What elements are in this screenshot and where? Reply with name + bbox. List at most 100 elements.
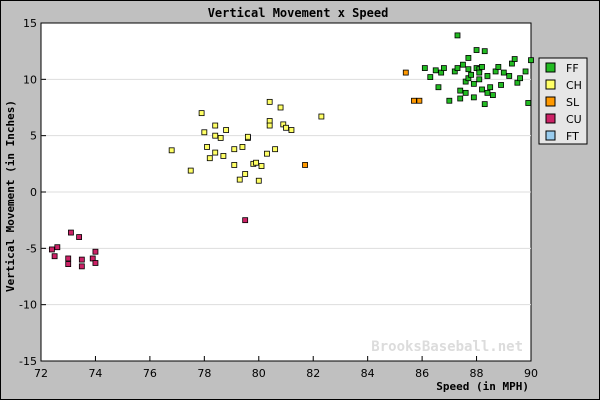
y-tick-label: 10: [23, 73, 37, 86]
data-point-ch: [255, 177, 262, 184]
series-sl: [302, 69, 423, 168]
data-point-sl: [411, 97, 417, 104]
data-point-ff: [432, 67, 439, 74]
data-point-cu: [78, 256, 85, 263]
data-point-cu: [76, 234, 83, 240]
data-point-ff: [511, 56, 518, 62]
data-point-ff: [484, 73, 491, 79]
data-point-ff: [528, 57, 534, 64]
data-point-ff: [440, 65, 447, 71]
legend-swatch-ch: [545, 79, 556, 90]
x-tick-label: 74: [88, 367, 102, 380]
data-point-ch: [198, 110, 205, 117]
data-point-cu: [65, 261, 72, 268]
data-point-ch: [242, 171, 249, 177]
data-point-cu: [78, 263, 85, 270]
legend-swatch-ff: [545, 62, 556, 73]
data-point-cu: [54, 244, 61, 251]
data-point-cu: [92, 248, 99, 255]
data-point-ff: [476, 76, 483, 83]
series-ch: [168, 98, 325, 184]
data-point-sl: [402, 69, 409, 76]
y-tick-label: -5: [26, 242, 37, 255]
data-point-cu: [65, 255, 72, 262]
data-point-ch: [212, 122, 219, 129]
data-point-ff: [460, 61, 466, 68]
data-point-ff: [479, 86, 485, 93]
data-point-ff: [470, 94, 477, 101]
data-point-ch: [253, 159, 259, 166]
data-point-ch: [187, 167, 194, 174]
y-axis-label: Vertical Movement (in Inches): [4, 100, 17, 292]
data-point-ff: [481, 101, 488, 108]
x-tick-label: 76: [143, 367, 157, 380]
data-point-ff: [481, 48, 488, 55]
data-point-ff: [500, 69, 507, 76]
data-point-ff: [470, 80, 477, 87]
data-point-ch: [239, 144, 246, 150]
data-point-ff: [525, 100, 532, 106]
x-axis-label: Speed (in MPH): [436, 380, 529, 393]
data-point-ff: [479, 64, 485, 70]
data-point-cu: [242, 217, 249, 224]
points-layer: [48, 32, 534, 270]
series-ff: [421, 32, 534, 108]
data-point-ch: [212, 132, 219, 139]
data-point-ff: [462, 89, 469, 96]
data-point-ch: [272, 146, 279, 153]
data-point-ch: [204, 144, 210, 150]
data-point-ff: [476, 69, 483, 76]
data-point-ch: [168, 147, 175, 154]
data-point-ch: [223, 127, 230, 133]
data-point-ff: [454, 32, 461, 39]
data-point-ff: [484, 89, 491, 96]
legend-label-cu: CU: [566, 113, 582, 126]
data-point-ff: [421, 65, 428, 71]
data-point-ff: [489, 92, 496, 99]
data-point-ch: [212, 149, 219, 156]
data-point-ff: [457, 95, 464, 102]
data-point-ff: [506, 73, 513, 79]
data-point-ch: [318, 113, 325, 120]
data-point-ch: [258, 163, 265, 169]
data-point-ch: [231, 162, 238, 168]
data-point-cu: [92, 260, 99, 266]
data-point-ch: [244, 133, 251, 140]
y-tick-label: -10: [19, 299, 37, 312]
legend-swatch-cu: [545, 113, 556, 124]
data-point-cu: [68, 229, 74, 236]
watermark: BrooksBaseball.net: [371, 339, 523, 355]
data-point-ff: [435, 84, 442, 91]
data-point-ch: [288, 127, 295, 133]
legend-label-sl: SL: [566, 96, 580, 109]
y-tick-label: 5: [30, 130, 37, 143]
data-point-ff: [522, 68, 529, 75]
data-point-ff: [465, 55, 472, 61]
data-point-ff: [468, 71, 475, 78]
legend-swatch-sl: [545, 96, 556, 107]
x-tick-label: 90: [524, 367, 538, 380]
data-point-sl: [302, 162, 308, 168]
x-tick-label: 78: [197, 367, 211, 380]
series-cu: [48, 217, 249, 270]
x-tick-label: 72: [34, 367, 48, 380]
data-point-ff: [473, 47, 480, 53]
data-point-ff: [517, 75, 524, 82]
data-point-ff: [465, 66, 472, 73]
grid-layer: [41, 78, 531, 306]
data-point-ch: [264, 150, 270, 157]
data-point-cu: [48, 246, 55, 253]
y-tick-label: 15: [23, 17, 37, 30]
data-point-ch: [236, 176, 243, 183]
data-point-ch: [206, 155, 213, 162]
data-point-ch: [201, 129, 208, 136]
data-point-ch: [220, 153, 227, 159]
x-tick-label: 86: [415, 367, 429, 380]
data-point-ff: [487, 84, 494, 91]
legend: FF CH SL CU FT: [538, 57, 588, 145]
data-point-ff: [457, 87, 464, 94]
y-tick-label: -15: [19, 355, 37, 368]
